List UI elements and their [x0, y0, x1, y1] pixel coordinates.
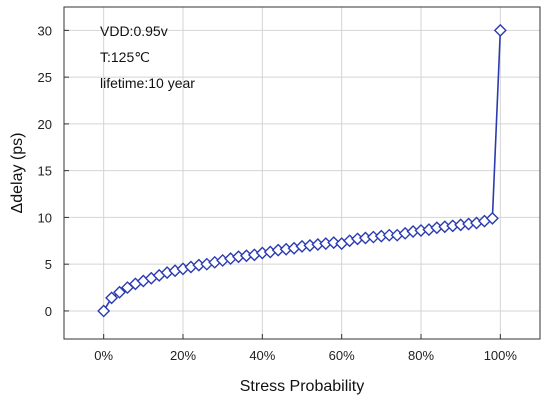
- x-tick-label: 0%: [94, 348, 113, 363]
- y-tick-label: 20: [38, 117, 52, 132]
- x-tick-label: 40%: [249, 348, 275, 363]
- data-markers: [97, 23, 507, 318]
- x-tick-label: 60%: [329, 348, 355, 363]
- x-tick-label: 80%: [408, 348, 434, 363]
- data-point: [493, 23, 507, 37]
- y-tick-label: 30: [38, 23, 52, 38]
- x-tick-label: 20%: [170, 348, 196, 363]
- x-tick-label: 100%: [484, 348, 518, 363]
- annotation-lifetime: lifetime:10 year: [100, 75, 195, 91]
- y-tick-label: 5: [45, 257, 52, 272]
- annotation-vdd: VDD:0.95v: [100, 23, 168, 39]
- y-tick-label: 0: [45, 304, 52, 319]
- data-point: [113, 285, 127, 299]
- data-point: [327, 236, 341, 250]
- y-axis-label: Δdelay (ps): [9, 133, 26, 214]
- data-point: [105, 291, 119, 305]
- plot-frame: [63, 6, 541, 340]
- axis-ticks: 0% 20% 40% 60% 80% 100% 0 5 10 15 20 25 30: [38, 23, 518, 363]
- annotation-temperature: T:125℃: [100, 49, 150, 65]
- data-point: [97, 304, 111, 318]
- y-tick-label: 15: [38, 164, 52, 179]
- grid: [64, 7, 540, 339]
- y-tick-label: 25: [38, 70, 52, 85]
- y-tick-label: 10: [38, 210, 52, 225]
- x-axis-label: Stress Probability: [240, 378, 365, 395]
- data-point: [485, 211, 499, 225]
